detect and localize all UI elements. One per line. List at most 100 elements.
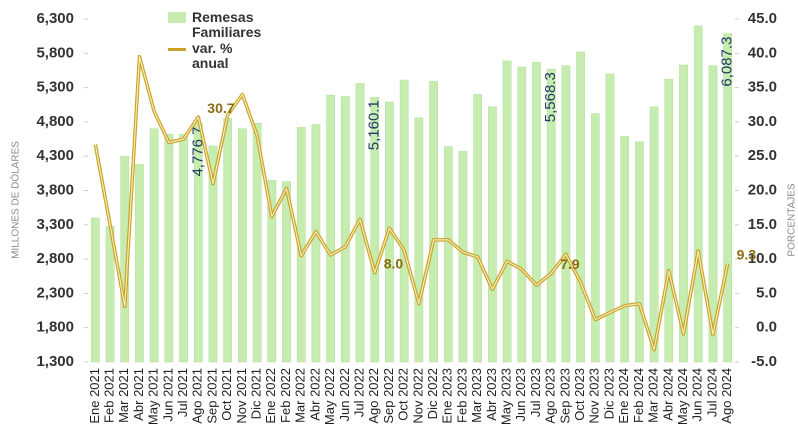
y2-axis-title: PORCENTAJES bbox=[787, 183, 798, 256]
x-tick-label: Sep 2022 bbox=[381, 368, 396, 424]
bar bbox=[635, 141, 644, 363]
legend-swatch bbox=[168, 12, 186, 23]
y-tick-label: 2,800 bbox=[36, 250, 74, 267]
bar bbox=[708, 65, 718, 363]
x-tick-label: Oct 2023 bbox=[572, 368, 587, 421]
y2-tick-label: 20.0 bbox=[748, 181, 777, 198]
y-tick-label: 3,800 bbox=[36, 181, 74, 198]
bar bbox=[443, 146, 453, 363]
x-tick-label: Feb 2023 bbox=[454, 368, 469, 423]
y2-tick-label: 10.0 bbox=[748, 250, 777, 267]
x-tick-label: Mar 2023 bbox=[469, 368, 484, 423]
bar bbox=[223, 118, 233, 363]
x-tick-label: Nov 2021 bbox=[234, 368, 249, 424]
bar bbox=[590, 113, 600, 363]
x-tick-label: Jul 2024 bbox=[704, 368, 719, 417]
x-tick-label: May 2024 bbox=[675, 368, 690, 425]
y2-tick-label: 35.0 bbox=[748, 79, 777, 96]
legend-swatch bbox=[168, 48, 186, 51]
bar bbox=[282, 181, 291, 363]
x-tick-label: Ago 2023 bbox=[543, 368, 558, 424]
y-axis-title: MILLONES DE DÓLARES bbox=[9, 141, 22, 259]
y-tick-label: 4,800 bbox=[36, 113, 74, 130]
legend-label: var. % anual bbox=[192, 40, 233, 71]
bar bbox=[90, 217, 100, 363]
bar bbox=[267, 179, 277, 363]
line-highlight bbox=[94, 56, 729, 351]
x-tick-label: Ago 2021 bbox=[190, 368, 205, 424]
x-tick-label: Feb 2024 bbox=[631, 368, 646, 423]
x-tick-label: Jun 2022 bbox=[337, 368, 352, 422]
bar bbox=[546, 68, 556, 363]
x-tick-label: Dic 2021 bbox=[249, 368, 264, 419]
bar bbox=[179, 133, 188, 363]
x-tick-label: Feb 2021 bbox=[101, 368, 116, 423]
bar bbox=[561, 65, 571, 363]
x-tick-label: May 2023 bbox=[499, 368, 514, 425]
x-tick-label: Abr 2024 bbox=[660, 368, 675, 421]
legend: Remesas Familiares var. % anual bbox=[168, 10, 272, 72]
y-tick-label: 3,300 bbox=[36, 216, 74, 233]
x-tick-label: May 2022 bbox=[322, 368, 337, 425]
x-tick-label: Jul 2021 bbox=[175, 368, 190, 417]
x-tick-label: Dic 2022 bbox=[425, 368, 440, 419]
bar bbox=[458, 151, 468, 363]
bar bbox=[649, 106, 659, 363]
y2-tick-label: 45.0 bbox=[748, 10, 777, 27]
bar bbox=[664, 79, 674, 363]
legend-item: var. % anual bbox=[168, 41, 272, 71]
bar bbox=[340, 96, 350, 363]
x-tick-label: May 2021 bbox=[146, 368, 161, 425]
y-tick-label: 5,800 bbox=[36, 44, 74, 61]
x-tick-label: Nov 2023 bbox=[587, 368, 602, 424]
bar bbox=[620, 136, 630, 363]
bar bbox=[399, 79, 409, 363]
x-tick-label: Ene 2021 bbox=[87, 368, 102, 424]
x-tick-label: Mar 2021 bbox=[116, 368, 131, 423]
bar bbox=[429, 81, 438, 363]
bar bbox=[473, 94, 483, 363]
y-tick-label: 5,300 bbox=[36, 79, 74, 96]
x-tick-label: Jun 2021 bbox=[160, 368, 175, 422]
x-tick-label: Sep 2021 bbox=[204, 368, 219, 424]
line-value-label: 8.0 bbox=[384, 256, 404, 272]
x-tick-label: Feb 2022 bbox=[278, 368, 293, 423]
x-tick-label: Abr 2022 bbox=[307, 368, 322, 421]
bar bbox=[135, 164, 144, 363]
bar bbox=[517, 66, 527, 363]
bar bbox=[311, 124, 321, 363]
bar bbox=[238, 128, 247, 363]
y2-tick-label: 15.0 bbox=[748, 216, 777, 233]
bar bbox=[164, 133, 174, 363]
legend-item: Remesas Familiares bbox=[168, 10, 272, 40]
x-tick-label: Nov 2022 bbox=[410, 368, 425, 424]
y2-tick-label: 5.0 bbox=[756, 284, 777, 301]
x-tick-label: Mar 2024 bbox=[646, 368, 661, 423]
x-tick-label: Ene 2023 bbox=[440, 368, 455, 424]
y-tick-label: 2,300 bbox=[36, 284, 74, 301]
bar bbox=[414, 117, 424, 363]
x-tick-label: Ene 2024 bbox=[616, 368, 631, 424]
bar bbox=[679, 64, 688, 363]
y2-tick-label: 0.0 bbox=[756, 319, 777, 336]
bar bbox=[605, 73, 615, 363]
x-tick-label: Jul 2022 bbox=[351, 368, 366, 417]
bar bbox=[502, 60, 512, 363]
bar bbox=[326, 94, 335, 363]
bar bbox=[693, 25, 703, 363]
line-value-label: 9.3 bbox=[737, 247, 757, 263]
y-tick-label: 6,300 bbox=[36, 10, 74, 27]
line-value-label: 30.7 bbox=[207, 100, 234, 116]
x-tick-label: Ene 2022 bbox=[263, 368, 278, 424]
bar bbox=[252, 123, 262, 363]
bar-value-label: 5,568.3 bbox=[542, 72, 559, 122]
x-tick-label: Jul 2023 bbox=[528, 368, 543, 417]
bar bbox=[149, 128, 159, 363]
bar-value-label: 6,087.3 bbox=[719, 37, 736, 87]
x-tick-label: Ago 2022 bbox=[366, 368, 381, 424]
x-tick-label: Abr 2023 bbox=[484, 368, 499, 421]
x-tick-label: Dic 2023 bbox=[601, 368, 616, 419]
y-tick-label: 4,300 bbox=[36, 147, 74, 164]
y2-tick-label: 25.0 bbox=[748, 147, 777, 164]
